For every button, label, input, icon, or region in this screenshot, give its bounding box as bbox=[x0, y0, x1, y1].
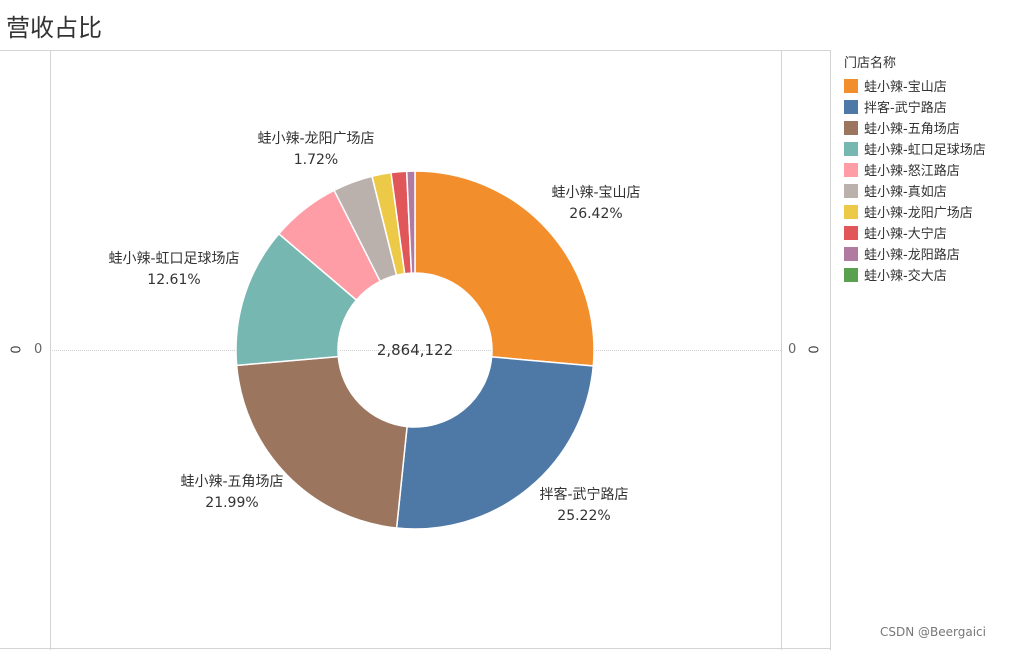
right-axis-line bbox=[781, 50, 782, 650]
donut-slice[interactable] bbox=[405, 170, 416, 274]
legend-label: 蛙小辣-龙阳路店 bbox=[864, 248, 960, 263]
slice-percent-label: 12.61% bbox=[147, 272, 200, 288]
chart-title: 营收占比 bbox=[6, 14, 102, 42]
legend-item[interactable]: 蛙小辣-宝山店 bbox=[844, 75, 986, 96]
legend-label: 蛙小辣-怒江路店 bbox=[864, 164, 960, 179]
legend-item[interactable]: 蛙小辣-虹口足球场店 bbox=[844, 138, 986, 159]
legend-label: 蛙小辣-大宁店 bbox=[864, 227, 947, 242]
legend-swatch bbox=[844, 162, 858, 177]
slice-name-label: 蛙小辣-虹口足球场店 bbox=[108, 251, 239, 267]
legend-swatch bbox=[844, 225, 858, 240]
legend-item[interactable]: 蛙小辣-怒江路店 bbox=[844, 159, 986, 180]
slice-percent-label: 21.99% bbox=[205, 495, 258, 511]
legend-label: 蛙小辣-五角场店 bbox=[864, 122, 960, 137]
title-divider bbox=[0, 50, 830, 51]
legend-item[interactable]: 蛙小辣-龙阳路店 bbox=[844, 243, 986, 264]
legend-item[interactable]: 拌客-武宁路店 bbox=[844, 96, 986, 117]
legend-swatch bbox=[844, 141, 858, 156]
donut-slice[interactable] bbox=[395, 356, 595, 530]
slice-name-label: 拌客-武宁路店 bbox=[539, 486, 628, 503]
legend-swatch bbox=[844, 99, 858, 114]
donut-center-total: 2,864,122 bbox=[377, 341, 453, 359]
legend-item[interactable]: 蛙小辣-龙阳广场店 bbox=[844, 201, 986, 222]
right-axis-tick: 0 bbox=[788, 342, 797, 357]
legend-item[interactable]: 蛙小辣-五角场店 bbox=[844, 117, 986, 138]
slice-percent-label: 1.72% bbox=[294, 152, 338, 168]
bottom-divider bbox=[0, 648, 830, 649]
legend-item[interactable]: 蛙小辣-大宁店 bbox=[844, 222, 986, 243]
legend-label: 蛙小辣-龙阳广场店 bbox=[864, 206, 973, 221]
legend-label: 蛙小辣-虹口足球场店 bbox=[864, 143, 986, 158]
legend-swatch bbox=[844, 120, 858, 135]
donut-slice[interactable] bbox=[235, 355, 408, 529]
legend-label: 蛙小辣-宝山店 bbox=[864, 80, 947, 95]
legend-title: 门店名称 bbox=[844, 56, 897, 71]
slice-percent-label: 25.22% bbox=[557, 508, 610, 524]
legend-swatch bbox=[844, 267, 858, 282]
legend-swatch bbox=[844, 78, 858, 93]
donut-chart: 蛙小辣-宝山店 26.42% 拌客-武宁路店 25.22% 蛙小辣-五角场店 21.99%… bbox=[108, 131, 641, 530]
legend: 门店名称 蛙小辣-宝山店 拌客-武宁路店 蛙小辣-五角场店蛙小辣-虹口足球场店 蛙小辣… bbox=[844, 52, 986, 285]
slice-name-label: 蛙小辣-宝山店 bbox=[551, 185, 640, 201]
left-axis-tick: 0 bbox=[34, 342, 43, 357]
zero-gridline bbox=[50, 350, 781, 351]
slice-percent-label: 26.42% bbox=[569, 206, 622, 222]
slice-name-label: 蛙小辣-龙阳广场店 bbox=[257, 131, 374, 147]
legend-swatch bbox=[844, 183, 858, 198]
legend-swatch bbox=[844, 246, 858, 261]
legend-label: 拌客-武宁路店 bbox=[864, 101, 947, 116]
legend-label: 蛙小辣-交大店 bbox=[864, 269, 947, 284]
legend-swatch bbox=[844, 204, 858, 219]
slice-name-label: 蛙小辣-五角场店 bbox=[180, 474, 283, 490]
legend-item[interactable]: 蛙小辣-交大店 bbox=[844, 264, 986, 285]
legend-label: 蛙小辣-真如店 bbox=[864, 185, 947, 200]
watermark: CSDN @Beergaici bbox=[880, 625, 986, 639]
legend-item[interactable]: 蛙小辣-真如店 bbox=[844, 180, 986, 201]
donut-slice[interactable] bbox=[414, 170, 595, 367]
pane-border bbox=[830, 50, 831, 650]
